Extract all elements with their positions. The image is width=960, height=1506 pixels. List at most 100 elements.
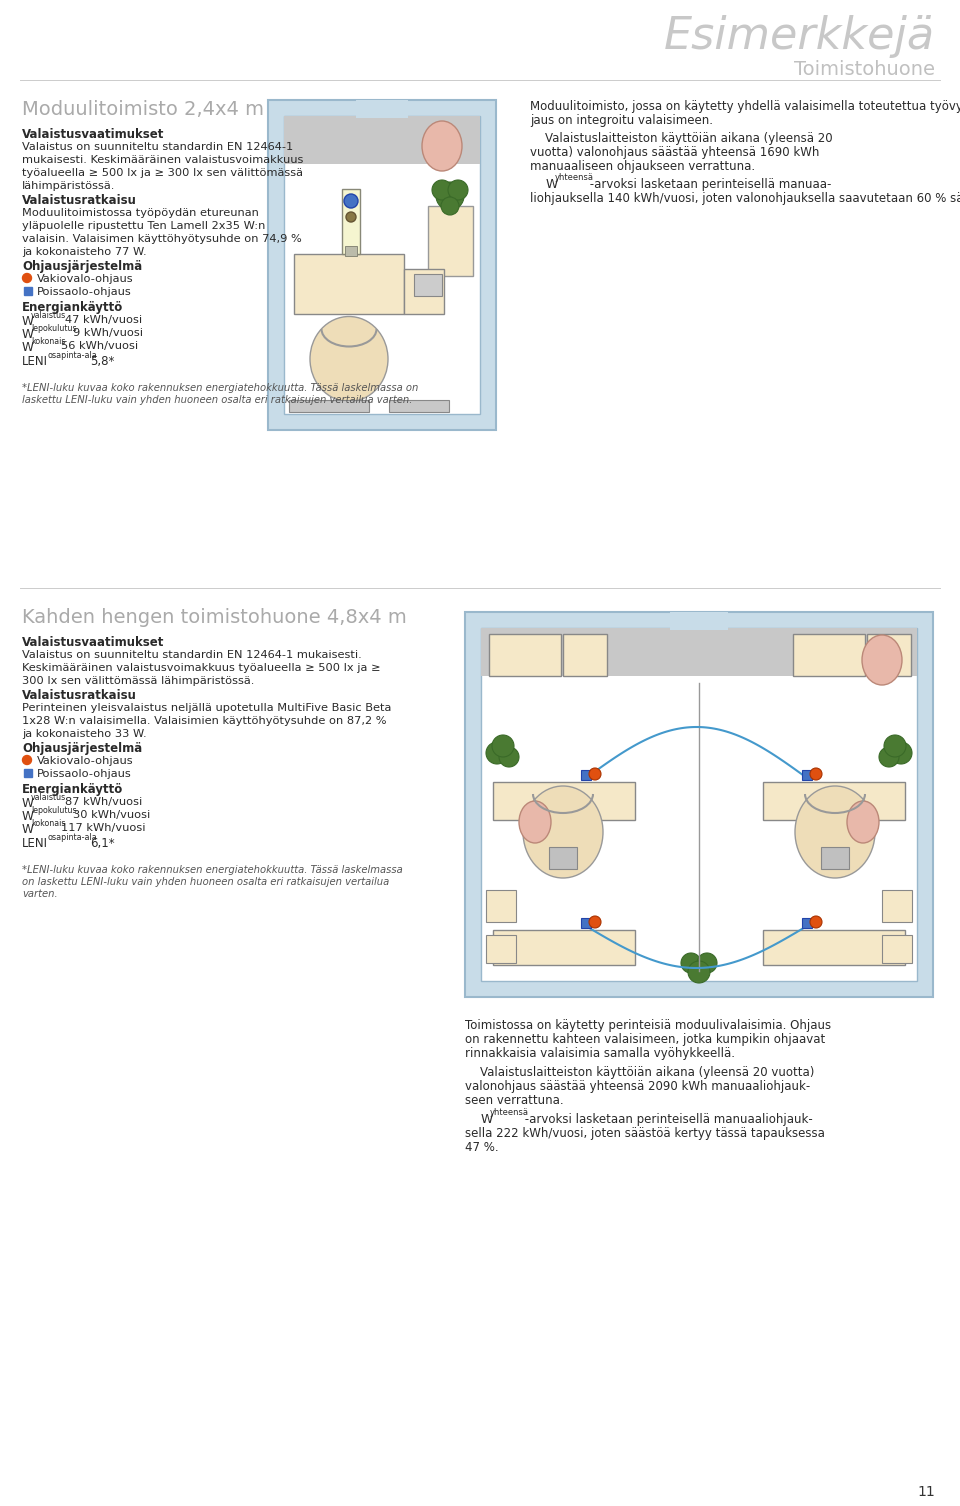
Text: ja kokonaisteho 33 W.: ja kokonaisteho 33 W.: [22, 729, 147, 739]
Circle shape: [810, 768, 822, 780]
Circle shape: [441, 197, 459, 215]
Bar: [802, 770, 812, 780]
Ellipse shape: [523, 786, 603, 878]
Text: yhteensä: yhteensä: [490, 1108, 529, 1117]
Text: Valaistusvaatimukset: Valaistusvaatimukset: [22, 128, 164, 142]
Text: valaistus: valaistus: [31, 794, 66, 803]
Text: LENI: LENI: [22, 837, 48, 849]
Text: on rakennettu kahteen valaisimeen, jotka kumpikin ohjaavat: on rakennettu kahteen valaisimeen, jotka…: [465, 1033, 826, 1047]
Bar: [493, 931, 635, 965]
Bar: [821, 846, 849, 869]
Text: varten.: varten.: [22, 889, 58, 899]
Bar: [670, 611, 728, 630]
Bar: [414, 274, 442, 297]
Text: Keskimääräinen valaistusvoimakkuus työalueella ≥ 500 lx ja ≥: Keskimääräinen valaistusvoimakkuus työal…: [22, 663, 380, 673]
Bar: [486, 890, 516, 922]
Bar: [802, 919, 812, 928]
Circle shape: [344, 194, 358, 208]
Text: -arvoksi lasketaan perinteisellä manuaa-: -arvoksi lasketaan perinteisellä manuaa-: [587, 178, 831, 191]
Text: W: W: [22, 797, 34, 810]
Bar: [428, 206, 473, 276]
Text: 9 kWh/vuosi: 9 kWh/vuosi: [73, 328, 143, 337]
Text: W: W: [22, 822, 34, 836]
Bar: [345, 245, 357, 256]
Bar: [481, 628, 917, 676]
Text: yläpuolelle ripustettu Ten Lamell 2x35 W:n: yläpuolelle ripustettu Ten Lamell 2x35 W…: [22, 221, 265, 230]
Ellipse shape: [795, 786, 875, 878]
Text: kokonais: kokonais: [31, 337, 65, 346]
Text: 47 %.: 47 %.: [465, 1142, 498, 1154]
Bar: [867, 634, 911, 676]
Circle shape: [688, 961, 710, 983]
Text: *LENI-luku kuvaa koko rakennuksen energiatehokkuutta. Tässä laskelmassa: *LENI-luku kuvaa koko rakennuksen energi…: [22, 864, 403, 875]
Text: Ohjausjärjestelmä: Ohjausjärjestelmä: [22, 261, 142, 273]
Bar: [493, 782, 635, 819]
Circle shape: [486, 742, 508, 764]
Bar: [793, 634, 865, 676]
Bar: [404, 270, 444, 313]
Text: Poissaolo-ohjaus: Poissaolo-ohjaus: [37, 770, 132, 779]
Ellipse shape: [519, 801, 551, 843]
Circle shape: [22, 274, 32, 283]
Text: liohjauksella 140 kWh/vuosi, joten valonohjauksella saavutetaan 60 % säästö.: liohjauksella 140 kWh/vuosi, joten valon…: [530, 191, 960, 205]
Text: W: W: [22, 810, 34, 822]
Circle shape: [436, 182, 464, 209]
Bar: [289, 401, 369, 413]
Text: Energiankäyttö: Energiankäyttö: [22, 301, 123, 313]
Text: on laskettu LENI-luku vain yhden huoneen osalta eri ratkaisujen vertailua: on laskettu LENI-luku vain yhden huoneen…: [22, 876, 389, 887]
Bar: [268, 99, 496, 431]
Text: osapinta-ala: osapinta-ala: [48, 833, 98, 842]
Text: Toimistossa on käytetty perinteisiä moduulivalaisimia. Ohjaus: Toimistossa on käytetty perinteisiä modu…: [465, 1020, 831, 1032]
Text: 117 kWh/vuosi: 117 kWh/vuosi: [61, 822, 146, 833]
Text: W: W: [22, 340, 34, 354]
Bar: [486, 935, 516, 962]
Bar: [882, 935, 912, 962]
Text: mukaisesti. Keskimääräinen valaistusvoimakkuus: mukaisesti. Keskimääräinen valaistusvoim…: [22, 155, 303, 166]
Text: osapinta-ala: osapinta-ala: [48, 351, 98, 360]
Text: *LENI-luku kuvaa koko rakennuksen energiatehokkuutta. Tässä laskelmassa on: *LENI-luku kuvaa koko rakennuksen energi…: [22, 383, 419, 393]
Text: Poissaolo-ohjaus: Poissaolo-ohjaus: [37, 288, 132, 297]
Text: Valaistus on suunniteltu standardin EN 12464-1: Valaistus on suunniteltu standardin EN 1…: [22, 142, 293, 152]
Text: laskettu LENI-luku vain yhden huoneen osalta eri ratkaisujen vertailua varten.: laskettu LENI-luku vain yhden huoneen os…: [22, 395, 413, 405]
Bar: [481, 628, 917, 980]
Text: 30 kWh/vuosi: 30 kWh/vuosi: [73, 810, 150, 819]
Bar: [294, 255, 404, 313]
Bar: [489, 634, 561, 676]
Text: 11: 11: [917, 1485, 935, 1498]
Text: -arvoksi lasketaan perinteisellä manuaaliohjauk-: -arvoksi lasketaan perinteisellä manuaal…: [521, 1113, 813, 1126]
Text: 47 kWh/vuosi: 47 kWh/vuosi: [65, 315, 142, 325]
Text: W: W: [22, 315, 34, 328]
Text: 56 kWh/vuosi: 56 kWh/vuosi: [61, 340, 138, 351]
Text: Moduulitoimisto 2,4x4 m: Moduulitoimisto 2,4x4 m: [22, 99, 264, 119]
Circle shape: [448, 181, 468, 200]
Circle shape: [681, 953, 701, 973]
Text: lepokulutus: lepokulutus: [31, 806, 77, 815]
Ellipse shape: [847, 801, 879, 843]
Circle shape: [499, 747, 519, 767]
Text: Valaistuslaitteiston käyttöiän aikana (yleensä 20: Valaistuslaitteiston käyttöiän aikana (y…: [530, 133, 832, 145]
Text: 300 lx sen välittömässä lähimpäristössä.: 300 lx sen välittömässä lähimpäristössä.: [22, 676, 254, 687]
Text: LENI: LENI: [22, 355, 48, 367]
Text: 1x28 W:n valaisimella. Valaisimien käyttöhyötysuhde on 87,2 %: 1x28 W:n valaisimella. Valaisimien käytt…: [22, 715, 387, 726]
Bar: [284, 116, 480, 414]
Circle shape: [346, 212, 356, 221]
Text: Ohjausjärjestelmä: Ohjausjärjestelmä: [22, 742, 142, 755]
Bar: [581, 770, 591, 780]
Text: W: W: [546, 178, 559, 191]
Text: ja kokonaisteho 77 W.: ja kokonaisteho 77 W.: [22, 247, 147, 258]
Bar: [24, 770, 32, 777]
Text: valonohjaus säästää yhteensä 2090 kWh manuaaliohjauk-: valonohjaus säästää yhteensä 2090 kWh ma…: [465, 1080, 810, 1093]
Text: Perinteinen yleisvalaistus neljällä upotetulla MultiFive Basic Beta: Perinteinen yleisvalaistus neljällä upot…: [22, 703, 392, 712]
Text: kokonais: kokonais: [31, 819, 65, 828]
Text: Kahden hengen toimistohuone 4,8x4 m: Kahden hengen toimistohuone 4,8x4 m: [22, 608, 407, 626]
Circle shape: [432, 181, 452, 200]
Bar: [356, 99, 408, 117]
Bar: [284, 116, 480, 164]
Bar: [342, 188, 360, 255]
Circle shape: [884, 735, 906, 758]
Text: Valaistusratkaisu: Valaistusratkaisu: [22, 690, 137, 702]
Bar: [763, 931, 905, 965]
Text: W: W: [481, 1113, 493, 1126]
Text: Energiankäyttö: Energiankäyttö: [22, 783, 123, 797]
Bar: [24, 288, 32, 295]
